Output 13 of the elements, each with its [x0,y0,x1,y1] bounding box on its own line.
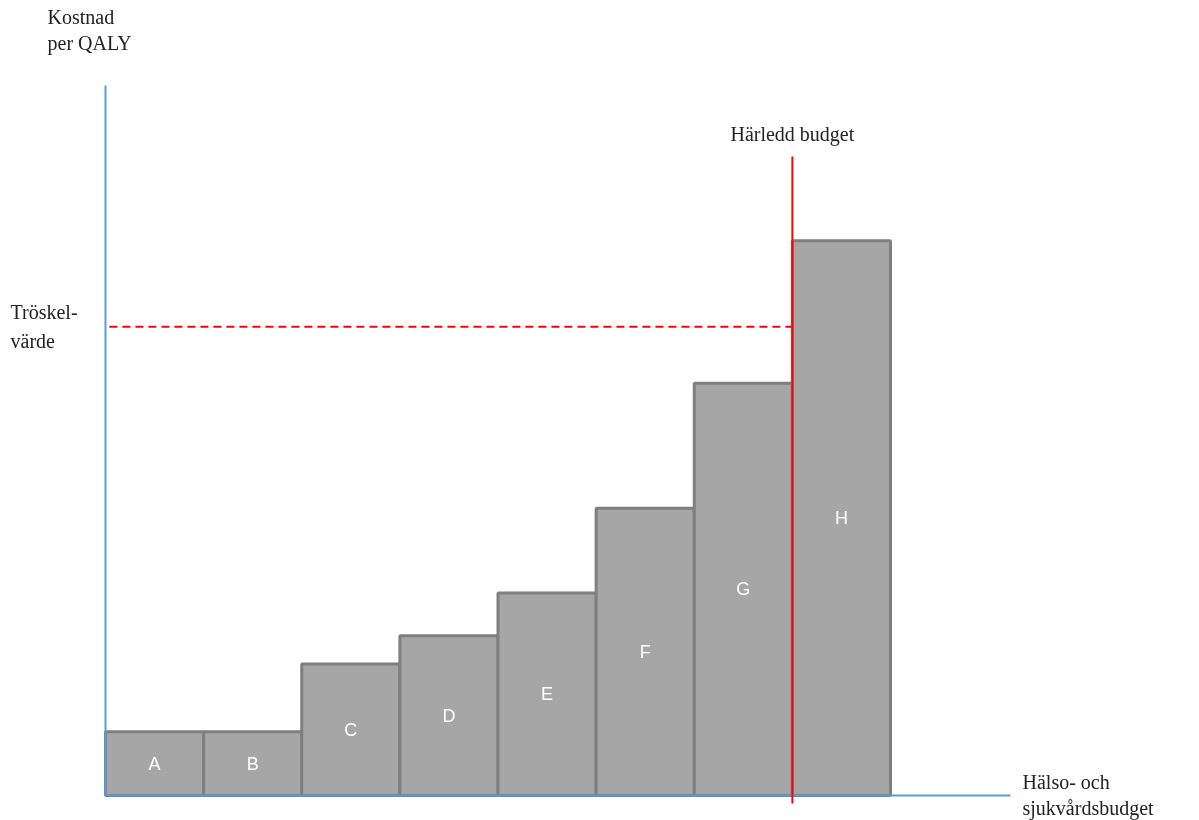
text: Kostnad per QALY [47,5,132,55]
x-tick-label: E [541,684,554,705]
text: Hälso- och sjukvårdsbudget [1022,770,1155,820]
x-tick-label: F [639,641,651,662]
ref-line-label: Härledd budget [730,122,855,146]
bar [790,239,892,797]
x-tick-label: B [246,753,259,774]
ref-line-label: Tröskel- värde [10,301,78,353]
x-tick-label: C [344,719,358,740]
x-tick-label: A [148,753,161,774]
x-tick-label: G [736,579,751,600]
x-tick-label: D [442,705,456,726]
x-tick-label: H [834,508,848,529]
